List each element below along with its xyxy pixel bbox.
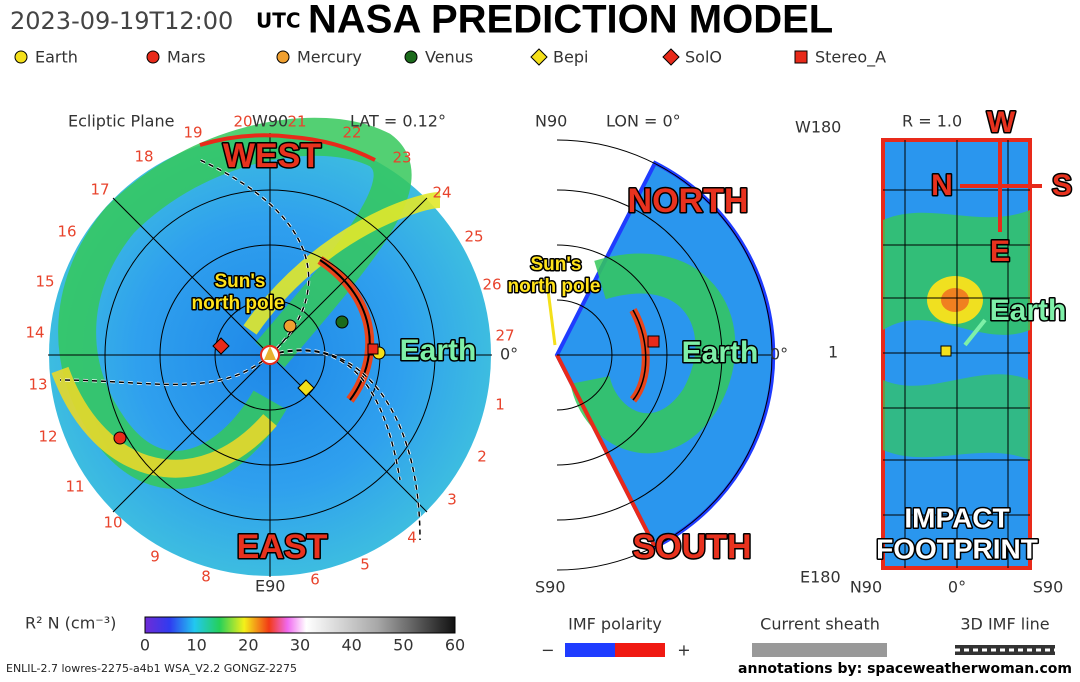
legend-marker bbox=[530, 48, 548, 66]
footer-model: ENLIL-2.7 lowres-2275-a4b1 WSA_V2.2 GONG… bbox=[6, 662, 297, 675]
annotation: WEST bbox=[223, 137, 321, 175]
legend-label: Venus bbox=[425, 48, 473, 67]
footer-credit: annotations by: spaceweatherwoman.com bbox=[738, 661, 1072, 677]
axis-label: S90 bbox=[1033, 578, 1064, 597]
colorbar-tick: 0 bbox=[140, 636, 150, 655]
compass: N bbox=[931, 169, 953, 202]
ring-label: 17 bbox=[90, 181, 109, 199]
annotation: EAST bbox=[237, 528, 328, 566]
ring-label: 5 bbox=[360, 556, 370, 574]
colorbar bbox=[144, 616, 456, 634]
ring-label: 21 bbox=[287, 113, 306, 131]
colorbar-tick: 40 bbox=[341, 636, 361, 655]
colorbar-tick: 20 bbox=[238, 636, 258, 655]
annotation: Sun's bbox=[531, 254, 582, 275]
ring-label: 27 bbox=[495, 327, 514, 345]
colorbar-tick: 30 bbox=[290, 636, 310, 655]
footprint-map bbox=[881, 138, 1042, 570]
ring-label: 13 bbox=[28, 376, 47, 394]
legend-marker bbox=[14, 50, 28, 64]
annotation: NORTH bbox=[628, 182, 749, 220]
imf-label: IMF polarity bbox=[568, 615, 662, 634]
legend-label: Earth bbox=[35, 48, 78, 67]
annotation: Sun's bbox=[215, 271, 266, 292]
ring-label: 26 bbox=[482, 276, 501, 294]
ring-label: 25 bbox=[464, 228, 483, 246]
meridional-plane bbox=[546, 139, 776, 571]
colorbar-tick: 60 bbox=[445, 636, 465, 655]
legend-marker bbox=[794, 50, 808, 64]
imf-minus: − bbox=[541, 641, 554, 660]
ring-label: 10 bbox=[103, 514, 122, 532]
colorbar-label: R² N (cm⁻³) bbox=[25, 614, 116, 633]
sheath-bar bbox=[752, 643, 887, 657]
ring-label: 19 bbox=[183, 124, 202, 142]
axis-label: 1 bbox=[828, 343, 838, 362]
ring-label: 18 bbox=[134, 148, 153, 166]
ring-label: 20 bbox=[233, 113, 252, 131]
annotation: Earth bbox=[990, 294, 1067, 327]
ring-label: 12 bbox=[38, 428, 57, 446]
timestamp: 2023-09-19T12:00 bbox=[10, 7, 233, 35]
legend-label: Mars bbox=[167, 48, 206, 67]
ring-label: 3 bbox=[447, 491, 457, 509]
ring-label: 9 bbox=[150, 548, 160, 566]
legend-marker bbox=[146, 50, 160, 64]
axis-label: 0° bbox=[948, 578, 966, 597]
imf-plus: + bbox=[677, 641, 690, 660]
axis-label: 0° bbox=[500, 345, 518, 364]
legend-marker bbox=[662, 48, 680, 66]
annotation: Earth bbox=[682, 336, 759, 369]
axis-label: N90 bbox=[535, 112, 567, 131]
compass: E bbox=[990, 235, 1010, 268]
ring-label: 23 bbox=[392, 149, 411, 167]
legend-label: SolO bbox=[685, 48, 722, 67]
annotation: north pole bbox=[508, 276, 601, 297]
lat-label: LAT = 0.12° bbox=[350, 112, 446, 131]
ring-label: 1 bbox=[495, 396, 505, 414]
annotation: north pole bbox=[192, 293, 285, 314]
colorbar-tick: 10 bbox=[186, 636, 206, 655]
legend-label: Stereo_A bbox=[815, 48, 886, 68]
ring-label: 16 bbox=[57, 223, 76, 241]
axis-label: S90 bbox=[535, 578, 566, 597]
ring-label: 15 bbox=[35, 273, 54, 291]
ring-label: 11 bbox=[65, 478, 84, 496]
r-label: R = 1.0 bbox=[902, 112, 962, 131]
footer-bg bbox=[0, 660, 1080, 682]
compass: W bbox=[987, 106, 1016, 139]
axis-label: E90 bbox=[255, 577, 285, 596]
imf-line-label: 3D IMF line bbox=[960, 615, 1049, 634]
axis-label: W90 bbox=[252, 112, 288, 131]
timezone: UTC bbox=[256, 9, 301, 33]
ring-label: 8 bbox=[201, 568, 211, 586]
lon-label: LON = 0° bbox=[606, 112, 681, 131]
annotation: SOUTH bbox=[633, 528, 752, 566]
ring-label: 24 bbox=[432, 184, 451, 202]
annotation: IMPACT bbox=[904, 502, 1009, 533]
imf-bar bbox=[565, 643, 665, 657]
panel-title: Ecliptic Plane bbox=[68, 112, 174, 131]
ecliptic-plane bbox=[47, 117, 493, 578]
title: NASA PREDICTION MODEL bbox=[308, 0, 833, 42]
legend-marker bbox=[404, 50, 418, 64]
annotation: Earth bbox=[400, 334, 477, 367]
sheath-label: Current sheath bbox=[760, 615, 880, 634]
axis-label: N90 bbox=[850, 578, 882, 597]
legend-label: Bepi bbox=[553, 48, 588, 67]
ring-label: 14 bbox=[25, 324, 44, 342]
ring-label: 22 bbox=[342, 124, 361, 142]
ring-label: 4 bbox=[407, 529, 417, 547]
compass: S bbox=[1052, 169, 1072, 202]
legend-marker bbox=[276, 50, 290, 64]
legend-label: Mercury bbox=[297, 48, 362, 67]
axis-label: E180 bbox=[800, 568, 841, 587]
axis-label: W180 bbox=[795, 118, 841, 137]
ring-label: 6 bbox=[310, 571, 320, 589]
axis-label: 0° bbox=[770, 345, 788, 364]
annotation: FOOTPRINT bbox=[876, 533, 1038, 564]
ring-label: 2 bbox=[477, 448, 487, 466]
colorbar-tick: 50 bbox=[393, 636, 413, 655]
